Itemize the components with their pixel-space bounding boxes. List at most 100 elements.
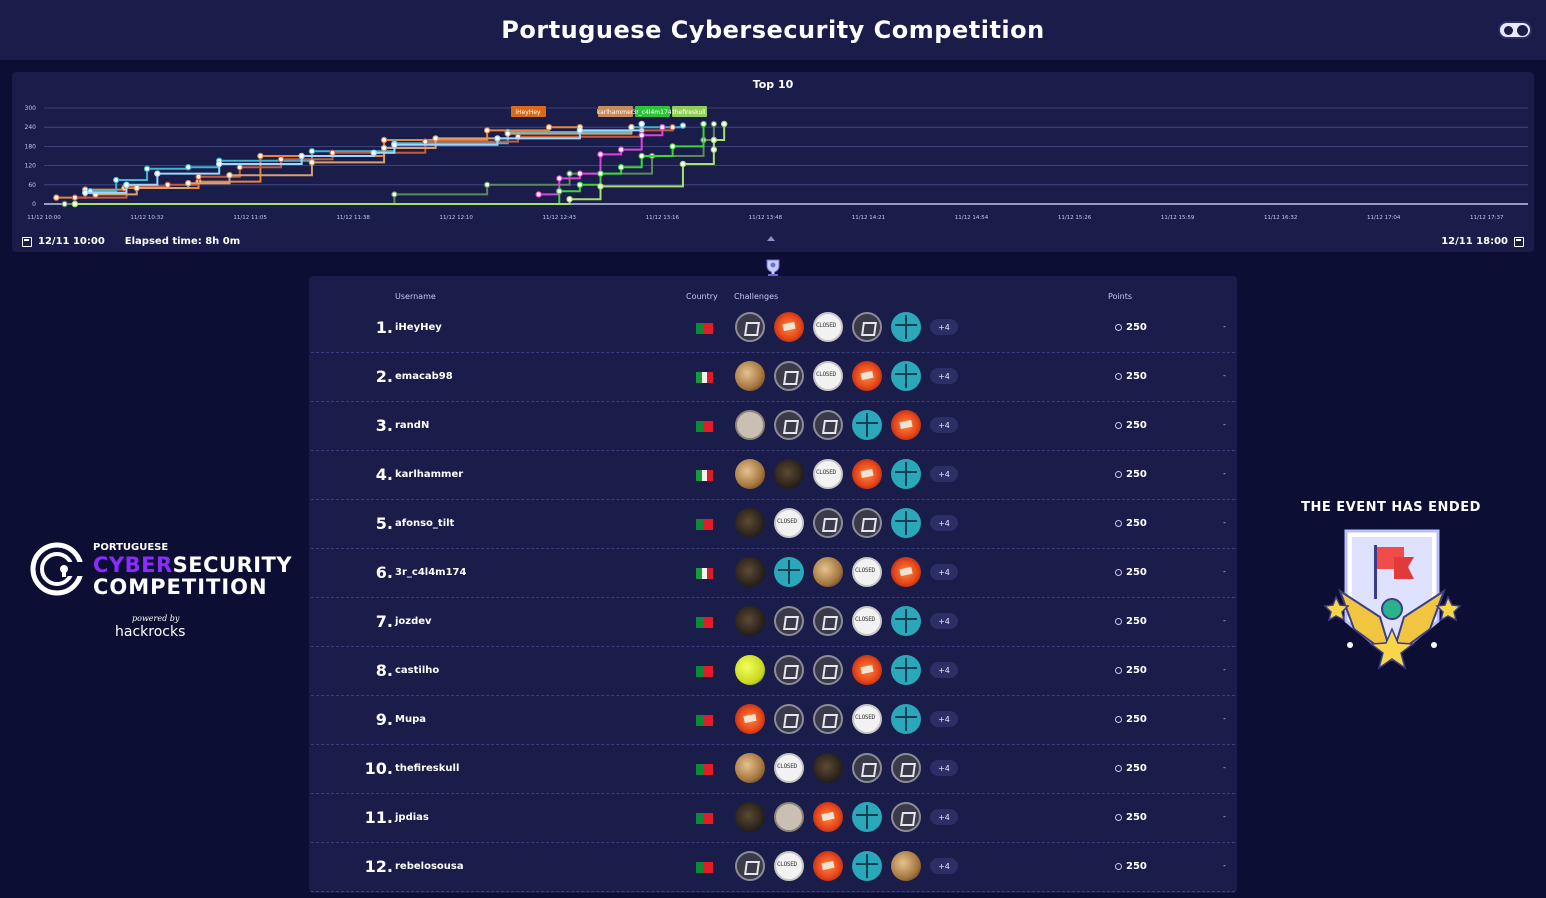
challenge-terminal-icon[interactable] [813,704,843,734]
challenge-fire-icon[interactable] [891,410,921,440]
challenge-turq-icon[interactable] [891,508,921,538]
more-challenges-badge[interactable]: +4 [930,760,958,776]
username[interactable]: afonso_tilt [395,518,455,529]
data-point[interactable] [483,181,491,189]
leaderboard-row[interactable]: 6. 3r_c4l4m174 +4 250 - [311,549,1235,598]
challenge-dark-icon[interactable] [813,753,843,783]
more-challenges-badge[interactable]: +4 [930,515,958,531]
username[interactable]: iHeyHey [395,322,442,333]
challenge-terminal-icon[interactable] [852,508,882,538]
challenge-turq-icon[interactable] [891,361,921,391]
challenge-fire-icon[interactable] [852,459,882,489]
challenge-dark-icon[interactable] [735,557,765,587]
more-challenges-badge[interactable]: +4 [930,613,958,629]
data-point[interactable] [679,160,687,168]
username[interactable]: rebelosousa [395,861,464,872]
data-point[interactable] [432,135,439,142]
theme-toggle[interactable] [1498,21,1532,39]
challenge-closed-icon[interactable] [852,606,882,636]
data-point[interactable] [617,163,625,171]
challenge-turq-icon[interactable] [852,802,882,832]
data-point[interactable] [576,181,584,189]
leaderboard-row[interactable]: 1. iHeyHey +4 250 - [311,304,1235,353]
data-point[interactable] [720,120,728,128]
data-point[interactable] [185,179,192,187]
challenge-lime-icon[interactable] [735,655,765,685]
challenge-terminal-icon[interactable] [774,361,804,391]
data-point[interactable] [597,183,604,190]
data-point[interactable] [669,124,676,131]
challenge-closed-icon[interactable] [813,312,843,342]
username[interactable]: castilho [395,665,440,676]
challenge-sand-icon[interactable] [891,851,921,881]
data-point[interactable] [566,170,573,177]
more-challenges-badge[interactable]: +4 [930,564,958,580]
data-point[interactable] [71,200,79,208]
challenge-terminal-icon[interactable] [774,606,804,636]
leaderboard-row[interactable]: 5. afonso_tilt +4 250 - [311,500,1235,549]
data-point[interactable] [576,127,584,134]
leaderboard-row[interactable]: 8. castilho +4 250 - [311,647,1235,696]
challenge-terminal-icon[interactable] [891,802,921,832]
data-point[interactable] [154,170,161,177]
more-challenges-badge[interactable]: +4 [930,662,958,678]
data-point[interactable] [597,151,604,158]
challenge-dark-icon[interactable] [774,459,804,489]
challenge-closed-icon[interactable] [852,704,882,734]
collapse-chart-icon[interactable] [767,236,775,241]
challenge-turq-icon[interactable] [852,851,882,881]
challenge-sand-icon[interactable] [735,753,765,783]
data-point[interactable] [391,141,398,149]
data-point[interactable] [556,175,563,182]
challenge-closed-icon[interactable] [852,557,882,587]
challenge-turq-icon[interactable] [891,459,921,489]
challenge-sand-icon[interactable] [813,557,843,587]
username[interactable]: karlhammer [395,469,464,480]
leaderboard-row[interactable]: 4. karlhammer +4 250 - [311,451,1235,500]
data-point[interactable] [329,149,336,157]
data-point[interactable] [308,159,316,166]
data-point[interactable] [545,124,553,131]
challenge-terminal-icon[interactable] [813,508,843,538]
challenge-dark-icon[interactable] [735,606,765,636]
data-point[interactable] [504,130,511,137]
data-point[interactable] [483,127,491,134]
challenge-terminal-icon[interactable] [774,410,804,440]
challenge-paper-icon[interactable] [735,410,765,440]
challenge-turq-icon[interactable] [852,410,882,440]
data-point[interactable] [679,122,687,129]
data-point[interactable] [236,163,244,171]
data-point[interactable] [215,160,223,168]
challenge-fire-icon[interactable] [891,557,921,587]
challenge-terminal-icon[interactable] [813,410,843,440]
challenge-closed-icon[interactable] [774,753,804,783]
data-point[interactable] [638,152,645,160]
data-point[interactable] [370,149,377,157]
challenge-closed-icon[interactable] [813,361,843,391]
data-point[interactable] [638,132,645,139]
challenge-fire-icon[interactable] [774,312,804,342]
challenge-fire-icon[interactable] [813,802,843,832]
data-point[interactable] [143,165,151,173]
more-challenges-badge[interactable]: +4 [930,711,958,727]
data-point[interactable] [53,194,60,201]
challenge-closed-icon[interactable] [813,459,843,489]
leaderboard-row[interactable]: 9. Mupa +4 250 - [311,696,1235,745]
data-point[interactable] [133,184,140,192]
challenge-sand-icon[interactable] [735,459,765,489]
data-point[interactable] [556,187,563,195]
challenge-fire-icon[interactable] [735,704,765,734]
data-point[interactable] [576,170,584,177]
data-point[interactable] [710,136,718,144]
more-challenges-badge[interactable]: +4 [930,417,958,433]
data-point[interactable] [710,120,718,128]
challenge-dark-icon[interactable] [735,802,765,832]
data-point[interactable] [669,143,676,150]
username[interactable]: randN [395,420,430,431]
data-point[interactable] [277,155,285,163]
data-point[interactable] [308,147,316,155]
challenge-closed-icon[interactable] [774,851,804,881]
data-point[interactable] [710,146,718,153]
challenge-terminal-icon[interactable] [891,753,921,783]
leaderboard-row[interactable]: 3. randN +4 250 - [311,402,1235,451]
